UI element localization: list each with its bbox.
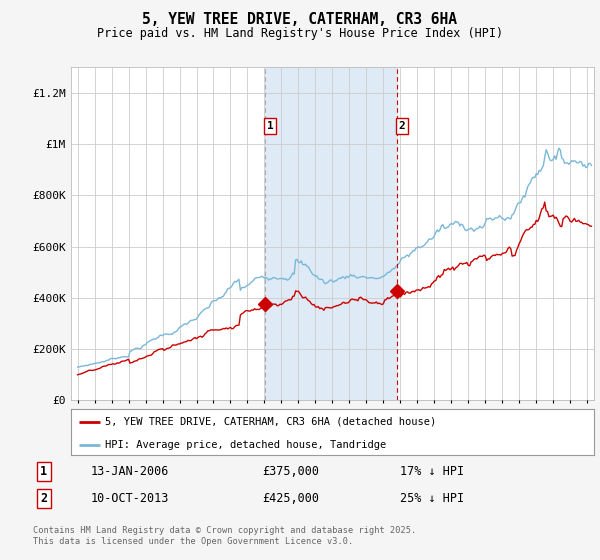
Text: Contains HM Land Registry data © Crown copyright and database right 2025.
This d: Contains HM Land Registry data © Crown c… — [33, 526, 416, 546]
Text: 1: 1 — [267, 121, 274, 131]
Text: 1: 1 — [40, 465, 47, 478]
Text: 2: 2 — [398, 121, 405, 131]
Text: 5, YEW TREE DRIVE, CATERHAM, CR3 6HA: 5, YEW TREE DRIVE, CATERHAM, CR3 6HA — [143, 12, 458, 27]
Text: £375,000: £375,000 — [262, 465, 319, 478]
Text: Price paid vs. HM Land Registry's House Price Index (HPI): Price paid vs. HM Land Registry's House … — [97, 27, 503, 40]
Text: 17% ↓ HPI: 17% ↓ HPI — [400, 465, 464, 478]
Text: HPI: Average price, detached house, Tandridge: HPI: Average price, detached house, Tand… — [105, 440, 386, 450]
Text: 25% ↓ HPI: 25% ↓ HPI — [400, 492, 464, 505]
Text: 13-JAN-2006: 13-JAN-2006 — [91, 465, 169, 478]
Text: £425,000: £425,000 — [262, 492, 319, 505]
Text: 2: 2 — [40, 492, 47, 505]
Text: 5, YEW TREE DRIVE, CATERHAM, CR3 6HA (detached house): 5, YEW TREE DRIVE, CATERHAM, CR3 6HA (de… — [105, 417, 436, 427]
Text: 10-OCT-2013: 10-OCT-2013 — [91, 492, 169, 505]
Bar — [265, 67, 397, 400]
